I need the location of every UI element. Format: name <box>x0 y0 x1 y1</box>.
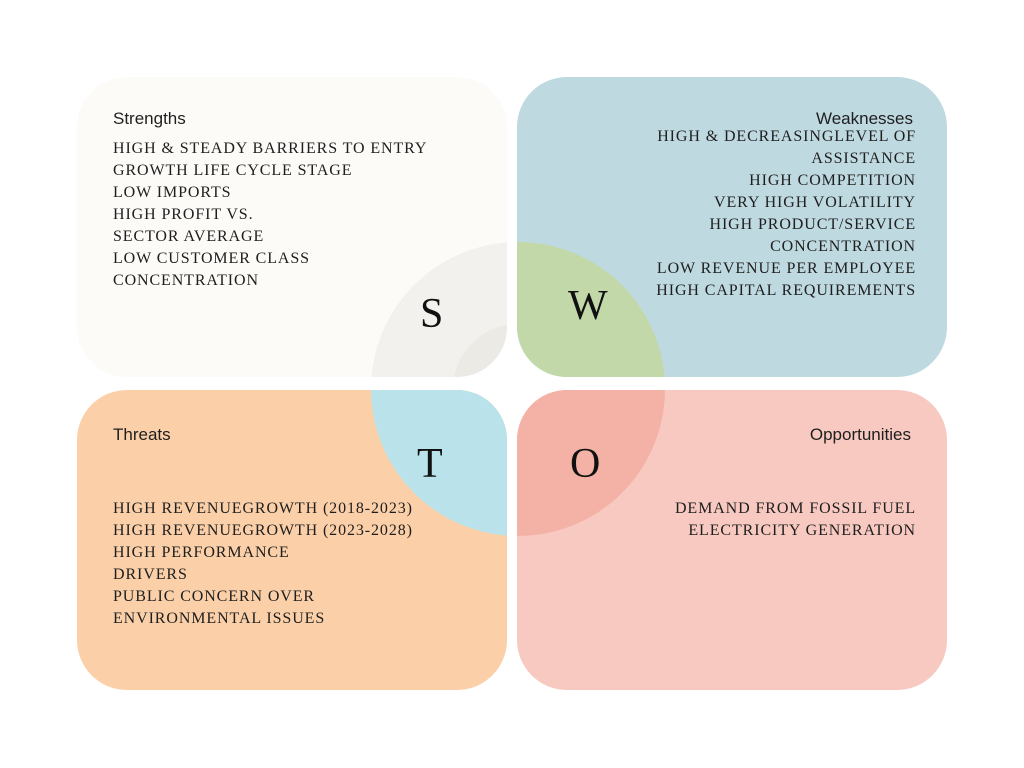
weaknesses-item: HIGH PRODUCT/SERVICE <box>709 216 916 233</box>
weaknesses-item: LOW REVENUE PER EMPLOYEE <box>656 260 916 277</box>
threats-title: Threats <box>113 425 171 444</box>
strengths-quadrant: Strengths HIGH & STEADY BARRIERS TO ENTR… <box>77 77 507 377</box>
threats-item: HIGH REVENUEGROWTH (2018-2023) <box>113 500 413 517</box>
weaknesses-title: Weaknesses <box>815 109 913 128</box>
weaknesses-letter: W <box>568 283 608 329</box>
weaknesses-item: CONCENTRATION <box>770 238 916 255</box>
weaknesses-item: HIGH & DECREASINGLEVEL OF <box>657 128 916 145</box>
opportunities-list: DEMAND FROM FOSSIL FUEL ELECTRICITY GENE… <box>675 498 916 542</box>
weaknesses-item: HIGH CAPITAL REQUIREMENTS <box>656 282 916 299</box>
strengths-item: GROWTH LIFE CYCLE STAGE <box>113 162 353 179</box>
strengths-item: CONCENTRATION <box>113 272 259 289</box>
weaknesses-list: HIGH & DECREASINGLEVEL OF ASSISTANCE HIG… <box>656 126 916 302</box>
opportunities-title: Opportunities <box>809 425 911 444</box>
threats-quadrant: Threats HIGH REVENUEGROWTH (2018-2023) H… <box>77 390 507 690</box>
strengths-letter: S <box>420 291 444 337</box>
strengths-item: LOW IMPORTS <box>113 184 232 201</box>
weaknesses-item: ASSISTANCE <box>811 150 916 167</box>
opportunities-item: DEMAND FROM FOSSIL FUEL <box>674 500 916 517</box>
strengths-item: LOW CUSTOMER CLASS <box>113 250 310 267</box>
strengths-list: HIGH & STEADY BARRIERS TO ENTRY GROWTH L… <box>113 138 427 292</box>
threats-item: DRIVERS <box>113 566 188 583</box>
threats-item: ENVIRONMENTAL ISSUES <box>113 610 326 627</box>
weaknesses-item: HIGH COMPETITION <box>749 172 916 189</box>
threats-item: HIGH REVENUEGROWTH (2023-2028) <box>113 522 413 539</box>
strengths-item: HIGH PROFIT VS. <box>113 206 254 223</box>
threats-item: HIGH PERFORMANCE <box>113 544 290 561</box>
weaknesses-item: VERY HIGH VOLATILITY <box>714 194 916 211</box>
opportunities-item: ELECTRICITY GENERATION <box>688 522 916 539</box>
threats-item: PUBLIC CONCERN OVER <box>113 588 316 605</box>
strengths-title: Strengths <box>113 109 186 128</box>
threats-list: HIGH REVENUEGROWTH (2018-2023) HIGH REVE… <box>113 498 413 630</box>
threats-letter: T <box>417 441 443 487</box>
opportunities-letter: O <box>570 441 601 487</box>
strengths-item: HIGH & STEADY BARRIERS TO ENTRY <box>113 140 428 157</box>
opportunities-quadrant: Opportunities DEMAND FROM FOSSIL FUEL EL… <box>517 390 947 690</box>
weaknesses-quadrant: Weaknesses HIGH & DECREASINGLEVEL OF ASS… <box>517 77 947 377</box>
strengths-item: SECTOR AVERAGE <box>113 228 265 245</box>
